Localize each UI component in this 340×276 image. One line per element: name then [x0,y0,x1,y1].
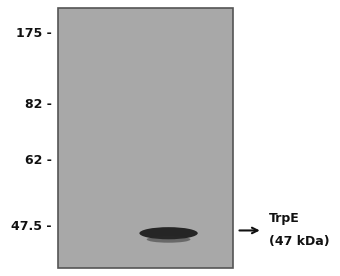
Text: 82 -: 82 - [25,98,52,112]
Text: TrpE: TrpE [269,211,300,225]
FancyBboxPatch shape [58,8,233,268]
Text: 175 -: 175 - [16,26,52,40]
Text: 62 -: 62 - [25,153,52,167]
Ellipse shape [147,236,190,243]
Text: 47.5 -: 47.5 - [11,220,52,233]
Text: (47 kDa): (47 kDa) [269,235,330,248]
Ellipse shape [139,227,198,239]
